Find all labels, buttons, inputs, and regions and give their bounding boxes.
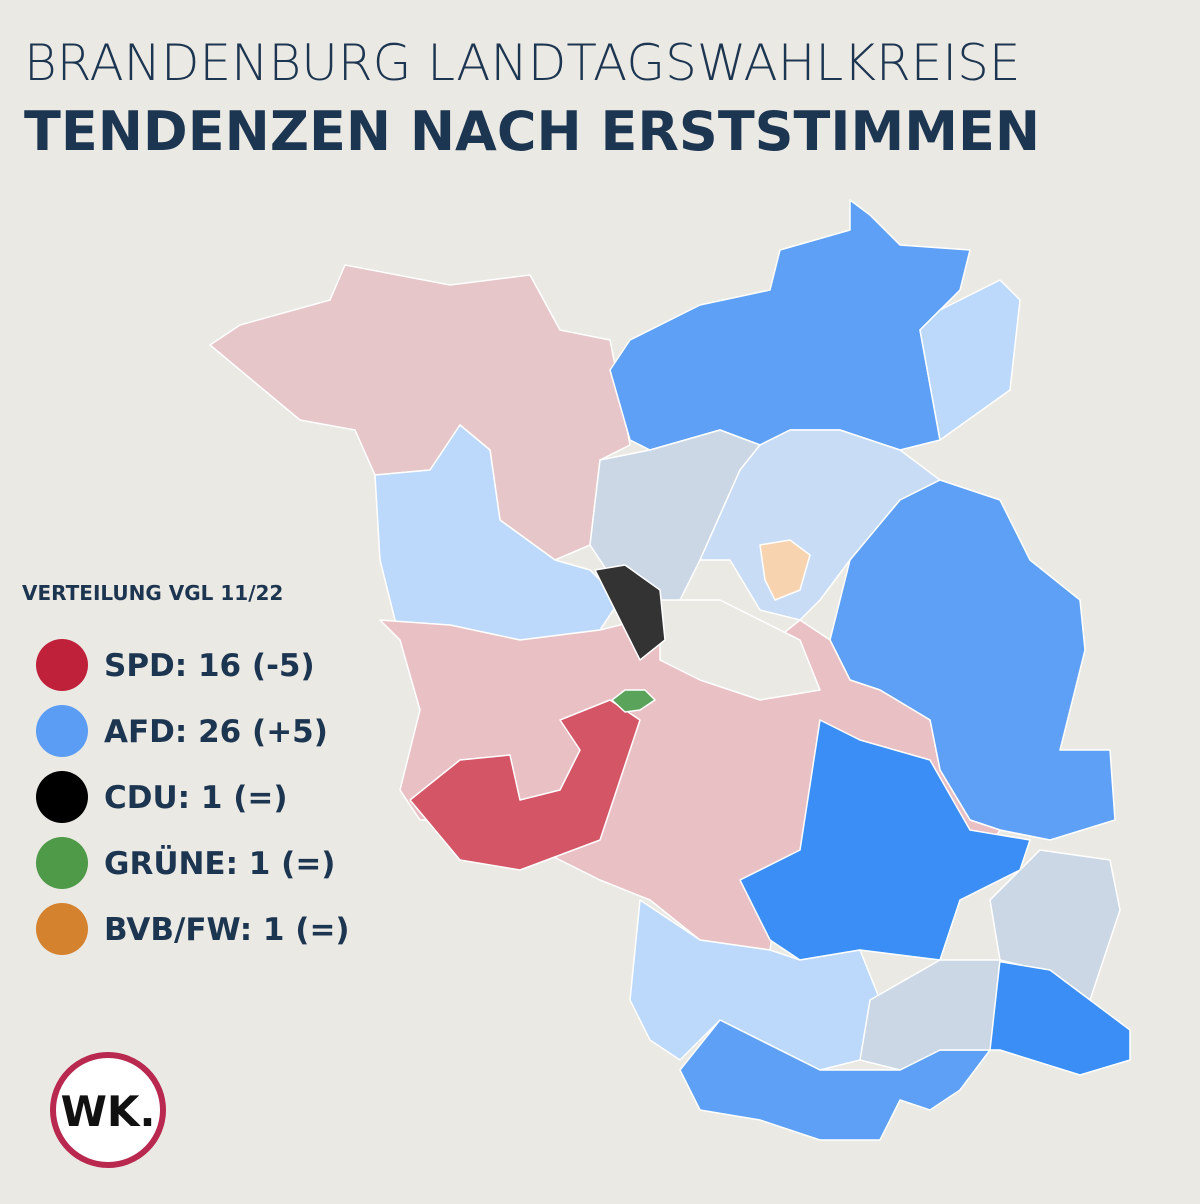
legend-label: BVB/FW: 1 (=) <box>104 912 350 948</box>
legend-label: CDU: 1 (=) <box>104 780 288 816</box>
legend-title: VERTEILUNG VGL 11/22 <box>22 581 283 605</box>
district-bvb <box>759 539 811 601</box>
district <box>859 959 1001 1071</box>
legend-swatch <box>36 705 88 757</box>
logo-text: WK. <box>61 1087 156 1136</box>
subtitle: TENDENZEN NACH ERSTSTIMMEN <box>24 100 1040 163</box>
legend: SPD: 16 (-5) AFD: 26 (+5) CDU: 1 (=) GRÜNE:… <box>36 639 350 955</box>
logo-ring <box>50 1052 166 1168</box>
legend-swatch <box>36 639 88 691</box>
legend-label: SPD: 16 (-5) <box>104 648 315 684</box>
district-cdu <box>594 564 666 661</box>
district <box>919 279 1021 441</box>
legend-label: AFD: 26 (+5) <box>104 714 328 750</box>
legend-label: GRÜNE: 1 (=) <box>104 845 335 882</box>
map <box>209 199 1131 1141</box>
legend-swatch <box>36 903 88 955</box>
district <box>699 429 941 621</box>
berlin <box>659 599 821 701</box>
legend-swatch <box>36 771 88 823</box>
legend-swatch <box>36 837 88 889</box>
district <box>739 719 1031 961</box>
district <box>409 699 641 871</box>
title: BRANDENBURG LANDTAGSWAHLKREISE <box>24 34 1020 92</box>
district-gruene <box>611 689 656 713</box>
